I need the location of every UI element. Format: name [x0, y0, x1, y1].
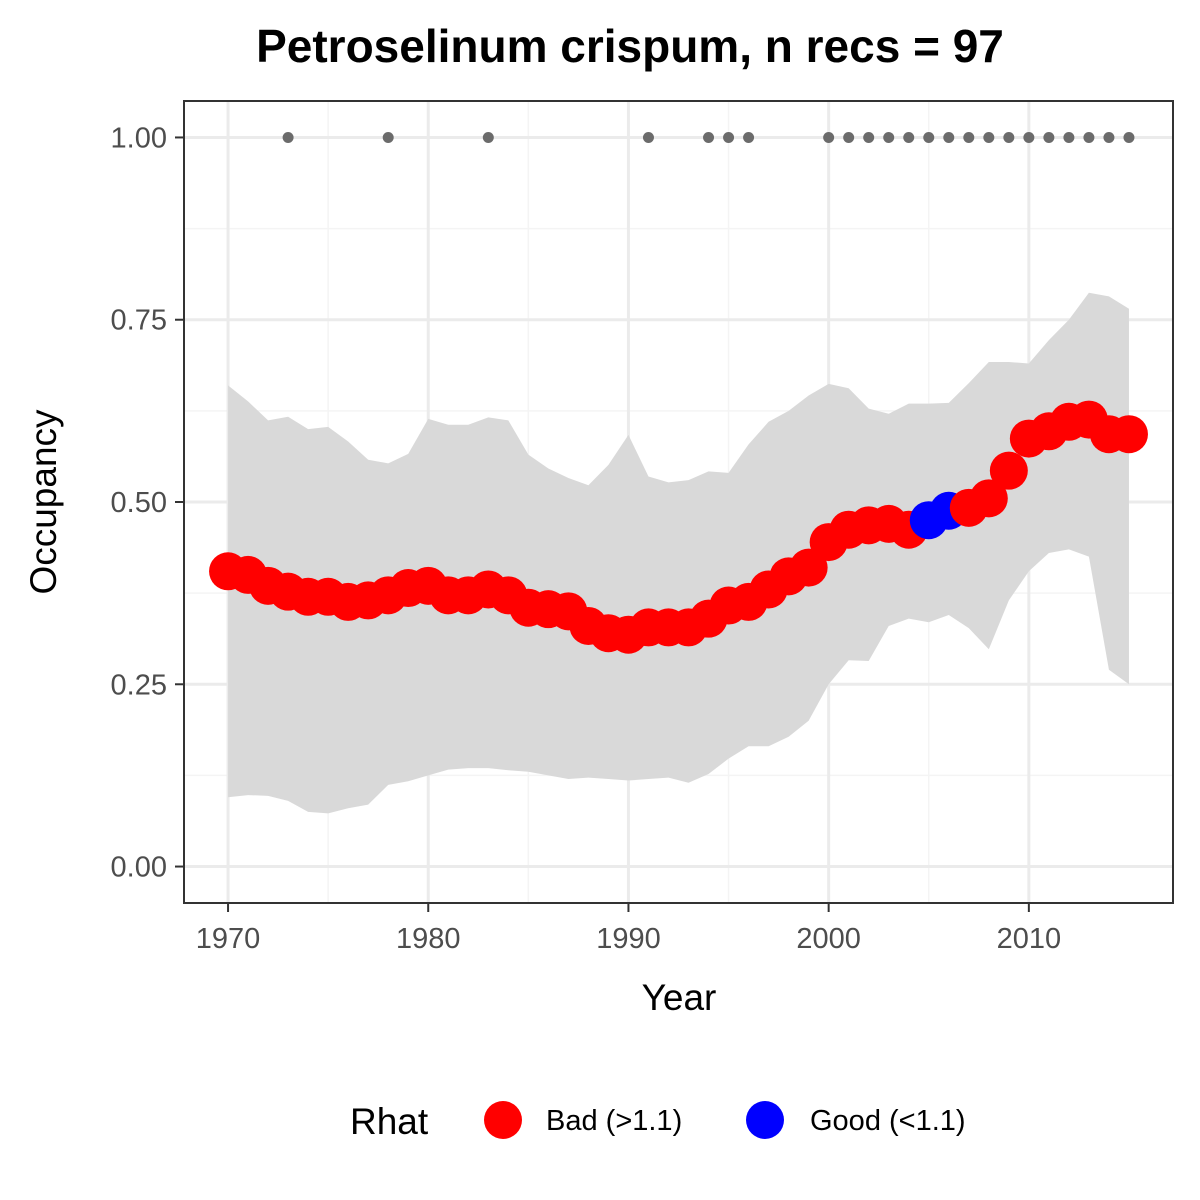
record-point [1083, 131, 1095, 143]
record-point [1043, 131, 1055, 143]
legend-label-good: Good (<1.1) [810, 1105, 966, 1137]
record-point [1063, 131, 1075, 143]
x-tick-label: 1990 [596, 923, 661, 955]
record-point [943, 131, 955, 143]
y-axis-title: Occupancy [23, 409, 64, 595]
y-tick-label: 0.50 [111, 487, 167, 519]
legend-label-bad: Bad (>1.1) [546, 1105, 682, 1137]
x-axis-title: Year [642, 977, 717, 1018]
record-point [1023, 131, 1035, 143]
legend-key-bad [484, 1101, 522, 1139]
record-point [983, 131, 995, 143]
x-tick-label: 1980 [396, 923, 461, 955]
occupancy-point [969, 479, 1008, 518]
record-point [1003, 131, 1015, 143]
record-point [903, 131, 915, 143]
record-point [843, 131, 855, 143]
record-point [723, 131, 735, 143]
record-point [282, 131, 294, 143]
y-tick-label: 0.00 [111, 852, 167, 884]
record-point [923, 131, 935, 143]
legend-key-good [746, 1101, 784, 1139]
record-point [883, 131, 895, 143]
y-tick-label: 0.75 [111, 305, 167, 337]
axes: 1970 1980 1990 2000 2010 0.00 0.25 0.50 0.75 1.00 [111, 122, 1062, 955]
legend-title: Rhat [350, 1101, 429, 1142]
occupancy-point [789, 548, 828, 587]
occupancy-point [1109, 415, 1148, 454]
x-tick-label: 2010 [997, 923, 1062, 955]
record-point [703, 131, 715, 143]
legend: Rhat Bad (>1.1) Good (<1.1) [350, 1101, 966, 1142]
record-point [743, 131, 755, 143]
record-point [1103, 131, 1115, 143]
record-point [1123, 131, 1135, 143]
x-tick-label: 1970 [196, 923, 261, 955]
y-tick-label: 0.25 [111, 669, 167, 701]
record-point [642, 131, 654, 143]
record-points [282, 131, 1135, 143]
record-point [382, 131, 394, 143]
record-point [863, 131, 875, 143]
record-point [482, 131, 494, 143]
record-point [823, 131, 835, 143]
ci-band [228, 292, 1129, 814]
record-point [963, 131, 975, 143]
y-tick-label: 1.00 [111, 122, 167, 154]
occupancy-point [989, 451, 1028, 490]
occupancy-points [209, 400, 1148, 654]
x-tick-label: 2000 [796, 923, 861, 955]
credible-interval-band [228, 292, 1129, 814]
chart-title: Petroselinum crispum, n recs = 97 [256, 20, 1004, 72]
